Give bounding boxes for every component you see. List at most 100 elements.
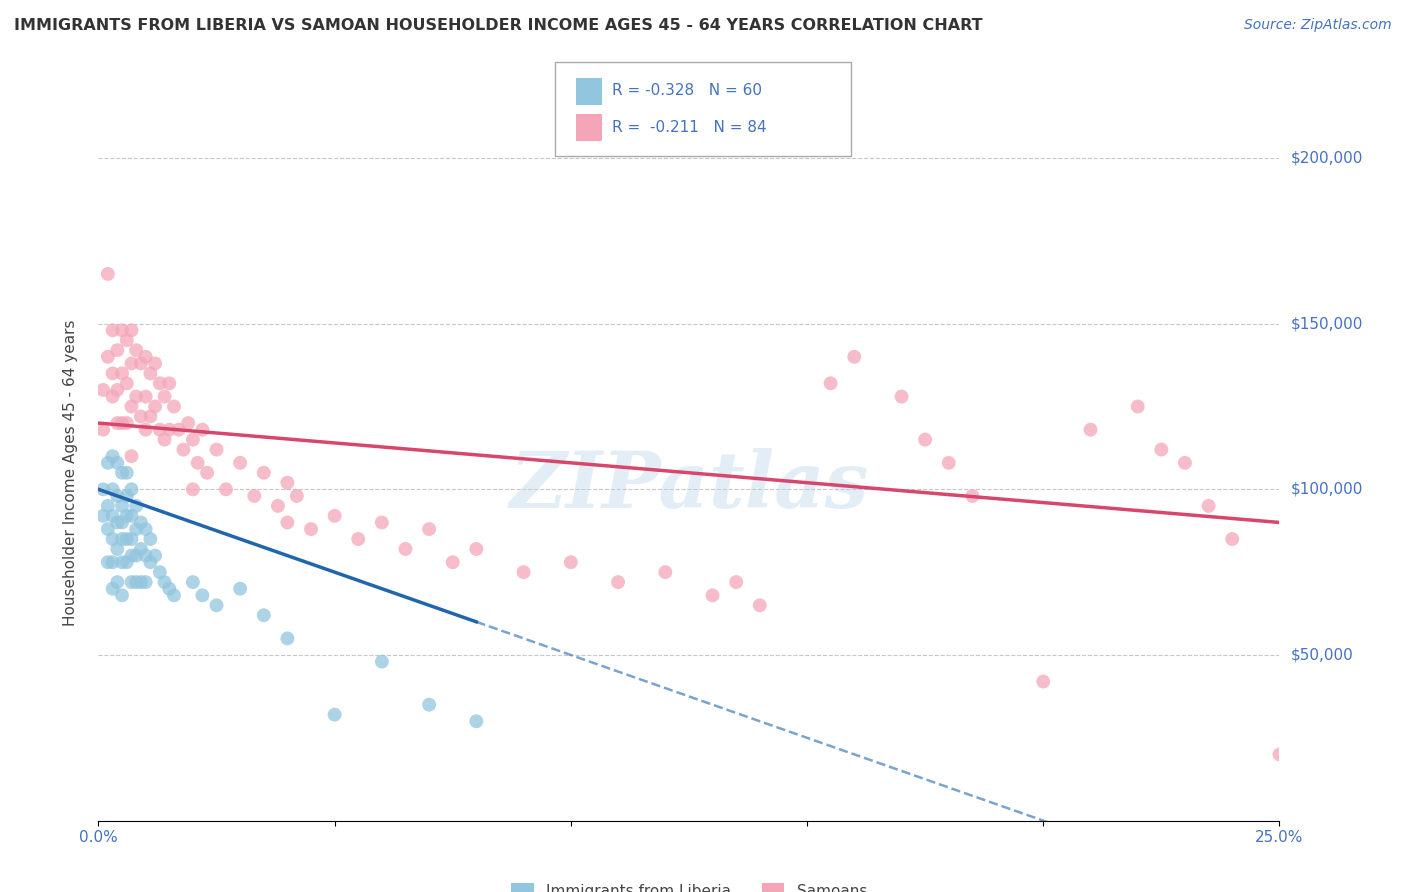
Point [115,508,138,523]
Point [121,323,143,337]
Point [121,508,143,523]
Point [418,522,440,536]
Point [111,367,134,381]
Point [135,390,157,404]
Point [121,532,143,546]
Point [1150,442,1173,457]
Point [121,356,143,370]
Point [153,390,176,404]
Point [153,575,176,590]
Text: R =  -0.211   N = 84: R = -0.211 N = 84 [612,120,766,136]
Point [111,499,134,513]
Point [962,489,984,503]
Point [139,409,162,424]
Point [163,400,186,414]
Point [347,532,370,546]
Point [560,555,582,569]
Point [181,483,204,497]
Point [163,588,186,602]
Point [97,522,120,536]
Point [101,323,124,337]
Point [139,532,162,546]
Legend: Immigrants from Liberia, Samoans: Immigrants from Liberia, Samoans [505,877,873,892]
Text: $200,000: $200,000 [1291,151,1362,166]
Point [143,549,166,563]
Point [702,588,724,602]
Point [181,433,204,447]
Point [253,466,276,480]
Point [105,575,128,590]
Point [115,466,138,480]
Text: R = -0.328   N = 60: R = -0.328 N = 60 [612,83,762,98]
Point [121,400,143,414]
Point [105,383,128,397]
Point [157,376,180,391]
Point [101,508,124,523]
Point [101,367,124,381]
Point [607,575,630,590]
Point [205,442,228,457]
Point [111,588,134,602]
Point [111,516,134,530]
Point [121,483,143,497]
Point [97,456,120,470]
Text: $100,000: $100,000 [1291,482,1362,497]
Point [267,499,290,513]
Point [143,356,166,370]
Point [654,565,676,579]
Point [191,423,214,437]
Point [91,508,114,523]
Point [111,323,134,337]
Point [129,409,152,424]
Point [243,489,266,503]
Point [229,456,252,470]
Point [105,541,128,556]
Point [105,343,128,358]
Point [143,400,166,414]
Y-axis label: Householder Income Ages 45 - 64 years: Householder Income Ages 45 - 64 years [63,319,77,626]
Point [129,541,152,556]
Point [125,575,148,590]
Point [441,555,464,569]
Point [105,489,128,503]
Point [97,350,120,364]
Point [125,522,148,536]
Point [512,565,534,579]
Point [1268,747,1291,762]
Point [115,555,138,569]
Point [177,416,200,430]
Point [276,475,298,490]
Point [323,707,346,722]
Point [844,350,866,364]
Point [157,423,180,437]
Point [101,390,124,404]
Point [938,456,960,470]
Point [97,267,120,281]
Point [1032,674,1054,689]
Point [371,655,394,669]
Point [371,516,394,530]
Point [187,456,209,470]
Point [465,714,488,729]
Point [125,499,148,513]
Point [135,350,157,364]
Point [115,489,138,503]
Point [111,466,134,480]
Point [253,608,276,623]
Point [465,541,488,556]
Point [215,483,238,497]
Point [139,367,162,381]
Point [1174,456,1197,470]
Point [149,565,172,579]
Point [125,390,148,404]
Point [121,575,143,590]
Point [105,516,128,530]
Point [167,423,190,437]
Point [285,489,308,503]
Point [101,582,124,596]
Point [125,343,148,358]
Point [725,575,748,590]
Text: Source: ZipAtlas.com: Source: ZipAtlas.com [1244,18,1392,32]
Point [1126,400,1149,414]
Point [323,508,346,523]
